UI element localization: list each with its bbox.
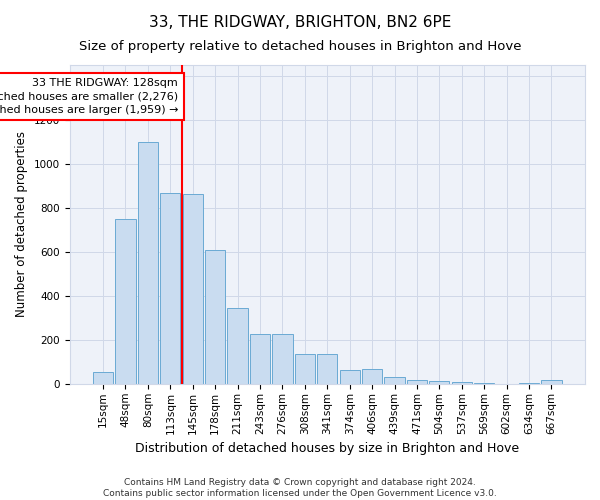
Bar <box>452 382 472 384</box>
Bar <box>115 219 136 384</box>
Bar <box>205 250 225 384</box>
Text: Size of property relative to detached houses in Brighton and Hove: Size of property relative to detached ho… <box>79 40 521 53</box>
Bar <box>250 334 270 384</box>
Text: 33, THE RIDGWAY, BRIGHTON, BN2 6PE: 33, THE RIDGWAY, BRIGHTON, BN2 6PE <box>149 15 451 30</box>
Bar <box>295 354 315 384</box>
Bar <box>317 354 337 384</box>
Bar <box>429 380 449 384</box>
Bar <box>340 370 360 384</box>
Bar <box>407 380 427 384</box>
Bar <box>93 372 113 384</box>
Bar <box>272 334 293 384</box>
X-axis label: Distribution of detached houses by size in Brighton and Hove: Distribution of detached houses by size … <box>135 442 520 455</box>
Bar <box>138 142 158 384</box>
Bar <box>519 383 539 384</box>
Bar <box>385 378 404 384</box>
Bar <box>182 194 203 384</box>
Y-axis label: Number of detached properties: Number of detached properties <box>15 132 28 318</box>
Text: 33 THE RIDGWAY: 128sqm
← 53% of detached houses are smaller (2,276)
46% of semi-: 33 THE RIDGWAY: 128sqm ← 53% of detached… <box>0 78 178 114</box>
Bar <box>362 368 382 384</box>
Bar <box>227 308 248 384</box>
Bar <box>541 380 562 384</box>
Bar <box>474 383 494 384</box>
Bar <box>160 192 181 384</box>
Text: Contains HM Land Registry data © Crown copyright and database right 2024.
Contai: Contains HM Land Registry data © Crown c… <box>103 478 497 498</box>
